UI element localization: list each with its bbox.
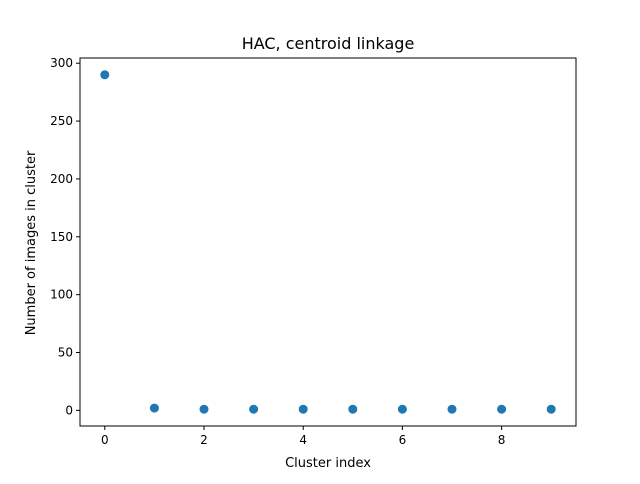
x-tick-label: 2 (200, 433, 208, 447)
y-tick-label: 50 (58, 346, 73, 360)
data-point (249, 404, 259, 414)
y-axis-label: Number of images in cluster (24, 150, 39, 335)
data-point (298, 404, 308, 414)
y-tick-label: 0 (65, 403, 73, 417)
data-point (397, 404, 407, 414)
data-point (497, 404, 507, 414)
data-point (447, 404, 457, 414)
data-point (199, 404, 209, 414)
x-tick-label: 6 (399, 433, 407, 447)
plot-frame (79, 57, 577, 427)
y-tick-label: 250 (50, 114, 73, 128)
x-tick-label: 8 (498, 433, 506, 447)
data-point (149, 403, 159, 413)
y-axis-ticks: 0 50 100 150 200 250 300 (50, 56, 80, 417)
y-tick-label: 200 (50, 172, 73, 186)
x-axis-label: Cluster index (285, 456, 371, 471)
chart-title: HAC, centroid linkage (242, 34, 415, 53)
x-tick-label: 0 (101, 433, 109, 447)
plot-area (79, 57, 577, 427)
y-tick-label: 100 (50, 288, 73, 302)
y-tick-label: 150 (50, 230, 73, 244)
y-tick-label: 300 (50, 56, 73, 70)
data-points (100, 70, 556, 414)
data-point (100, 70, 110, 80)
data-point (348, 404, 358, 414)
x-axis-ticks: 0 2 4 6 8 (101, 426, 505, 447)
x-tick-label: 4 (299, 433, 307, 447)
data-point (546, 404, 556, 414)
